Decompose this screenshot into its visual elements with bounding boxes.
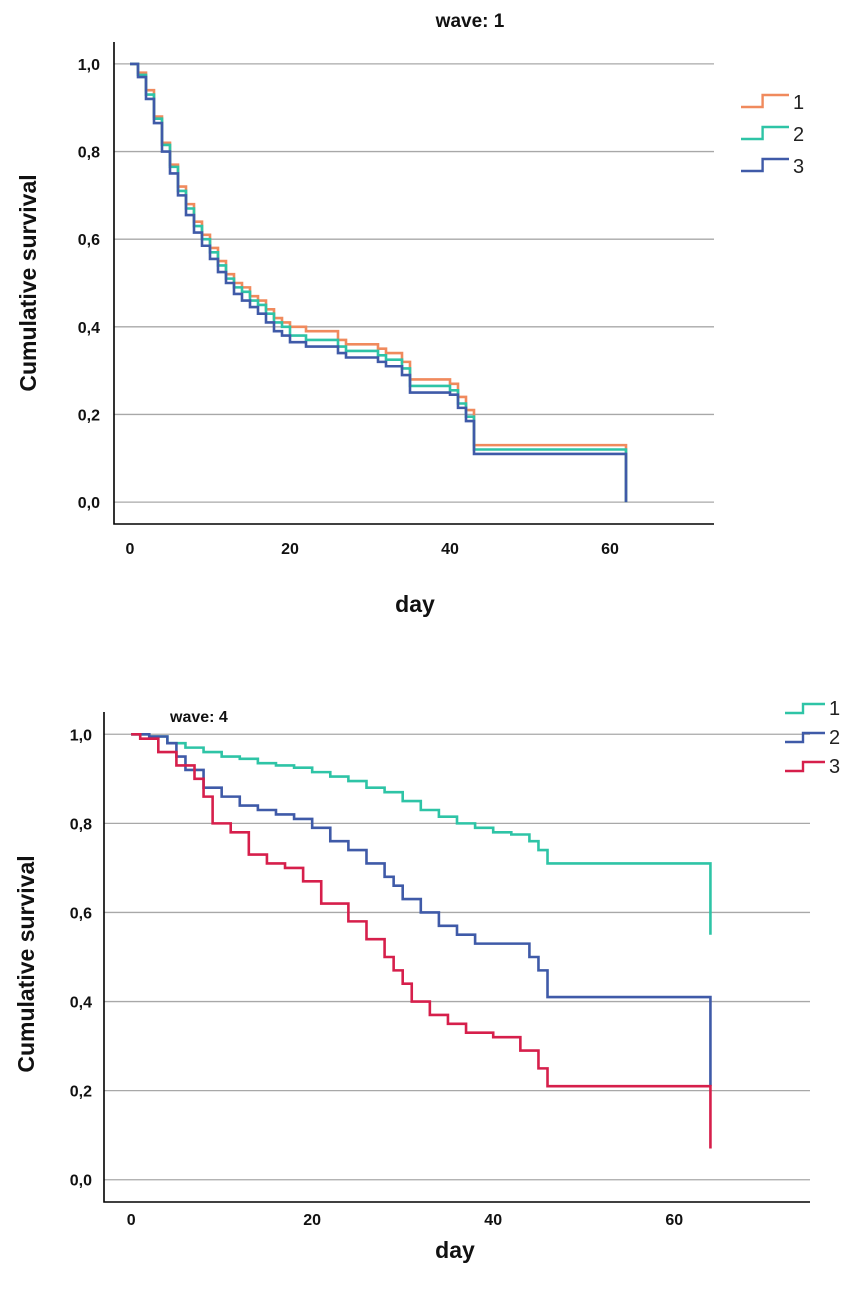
y-axis-label: Cumulative survival [13, 855, 39, 1072]
axis-layer [103, 712, 810, 1203]
survival-step-line-2 [131, 732, 712, 1087]
legend-label-2: 2 [829, 727, 840, 749]
y-tick-label: 0,0 [78, 495, 100, 512]
y-tick-label: 0,8 [78, 145, 100, 162]
survival-chart-wave-1: 0,0 0,2 0,4 0,6 0,8 1,0 0 20 40 60 wave: 1 Cumula… [15, 11, 804, 617]
y-tick-label: 1,0 [78, 57, 100, 74]
grid-layer [114, 63, 714, 503]
y-tick-label: 0,6 [70, 905, 92, 922]
x-tick-label: 60 [601, 541, 619, 558]
survival-chart-wave-4: 0,0 0,2 0,4 0,6 0,8 1,0 0 20 40 60 wave: 4 Cumula… [13, 698, 840, 1263]
x-tick-label: 20 [281, 541, 299, 558]
legend-swatch-2 [785, 731, 825, 744]
y-tick-label: 0,2 [78, 407, 100, 424]
y-tick-label: 0,8 [70, 816, 92, 833]
survival-step-line-1 [130, 62, 628, 503]
legend-swatch-3 [785, 760, 825, 773]
x-tick-label: 40 [441, 541, 459, 558]
y-tick-label: 0,2 [70, 1084, 92, 1101]
chart-title: wave: 4 [169, 709, 228, 726]
y-tick-label: 0,0 [70, 1173, 92, 1190]
x-axis-label: day [395, 591, 435, 617]
y-tick-label: 1,0 [70, 727, 92, 744]
tick-label-layer: 0,0 0,2 0,4 0,6 0,8 1,0 0 20 40 60 [70, 727, 683, 1229]
series-layer [130, 62, 628, 503]
x-tick-label: 20 [303, 1212, 321, 1229]
survival-step-line-3 [130, 62, 628, 503]
legend: 1 2 3 [785, 698, 840, 778]
legend-swatch-3 [741, 157, 789, 173]
grid-layer [104, 733, 810, 1181]
x-tick-label: 60 [665, 1212, 683, 1229]
x-tick-label: 0 [126, 541, 135, 558]
x-axis-label: day [435, 1237, 475, 1263]
legend-label-2: 2 [793, 124, 804, 146]
survival-step-line-1 [131, 732, 712, 935]
legend-swatch-2 [741, 125, 789, 141]
axis-frame [103, 712, 810, 1203]
x-tick-label: 0 [127, 1212, 136, 1229]
legend-swatch-1 [785, 702, 825, 715]
legend-label-3: 3 [829, 756, 840, 778]
y-axis-label: Cumulative survival [15, 174, 41, 391]
legend: 1 2 3 [741, 92, 804, 178]
x-tick-label: 40 [484, 1212, 502, 1229]
survival-step-line-3 [131, 732, 712, 1149]
axis-frame [113, 42, 714, 525]
legend-label-3: 3 [793, 156, 804, 178]
legend-label-1: 1 [793, 92, 804, 114]
y-tick-label: 0,6 [78, 232, 100, 249]
chart-title: wave: 1 [435, 11, 505, 32]
legend-swatch-1 [741, 93, 789, 109]
y-tick-label: 0,4 [70, 995, 92, 1012]
axis-layer [113, 42, 714, 525]
legend-label-1: 1 [829, 698, 840, 720]
tick-label-layer: 0,0 0,2 0,4 0,6 0,8 1,0 0 20 40 60 [78, 57, 619, 558]
survival-step-line-2 [130, 62, 628, 503]
y-tick-label: 0,4 [78, 320, 100, 337]
series-layer [131, 732, 712, 1149]
